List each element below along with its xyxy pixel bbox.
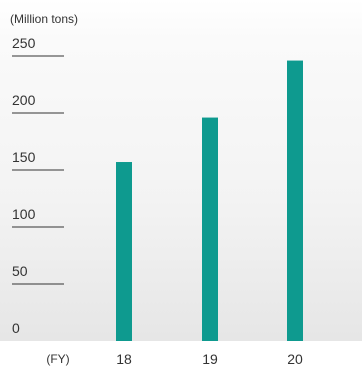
- x-axis-labels: (FY) 18 19 20: [46, 351, 303, 367]
- bar-20: [287, 60, 303, 342]
- bar-19: [202, 117, 218, 341]
- y-tick-label-200: 200: [12, 92, 36, 108]
- unit-label: (Million tons): [10, 12, 78, 26]
- bar-18: [116, 162, 132, 341]
- x-tick-label-20: 20: [287, 351, 303, 367]
- y-tick-label-50: 50: [12, 263, 28, 279]
- y-tick-label-100: 100: [12, 206, 36, 222]
- x-tick-label-19: 19: [202, 351, 218, 367]
- y-tick-label-0: 0: [12, 320, 20, 336]
- x-tick-label-18: 18: [116, 351, 132, 367]
- fy-label: (FY): [46, 352, 69, 366]
- y-tick-label-150: 150: [12, 149, 36, 165]
- y-tick-label-250: 250: [12, 35, 36, 51]
- bars: [116, 60, 303, 342]
- y-axis-ticks: 250 200 150 100 50 0: [12, 35, 64, 336]
